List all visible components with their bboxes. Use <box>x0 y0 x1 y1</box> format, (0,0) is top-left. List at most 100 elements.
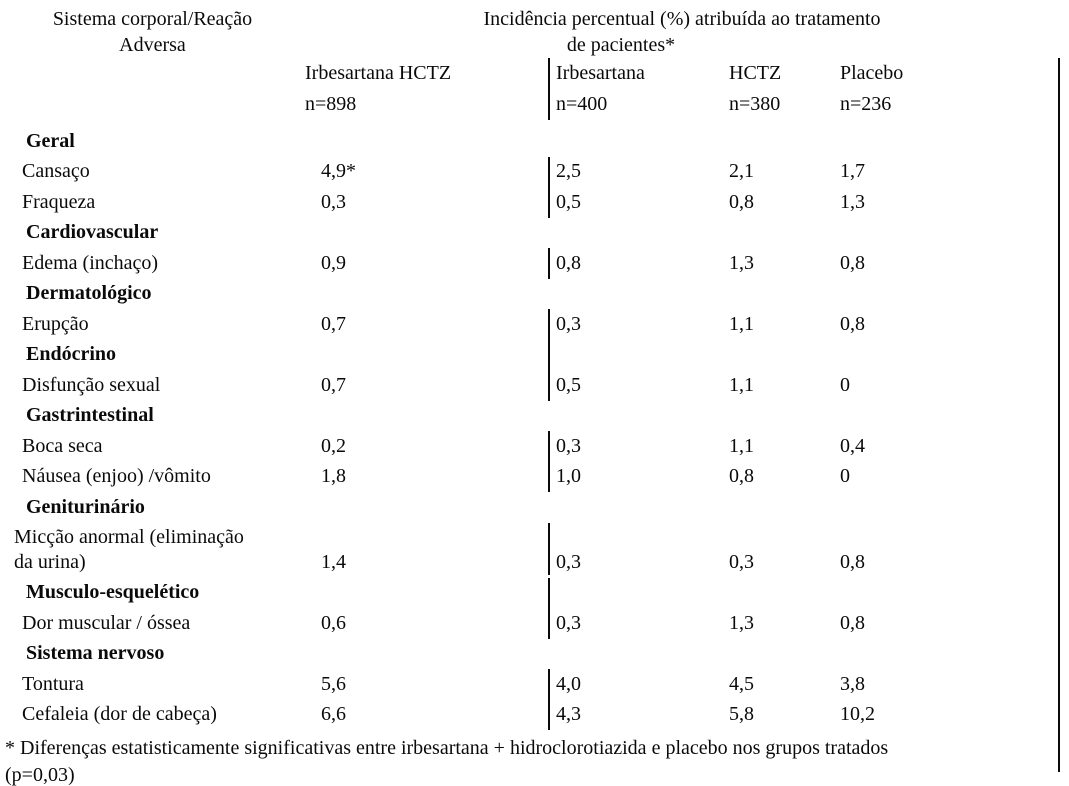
value-hctz: 5,8 <box>729 703 754 726</box>
value-irbesartana <box>548 218 727 249</box>
n-irbesartana-hctz: n=898 <box>305 92 357 115</box>
row-label: Dor muscular / óssea <box>22 611 191 634</box>
table-row: Erupção 0,7 0,3 1,1 0,8 <box>0 309 1069 340</box>
value-hctz: 0,3 <box>729 550 754 573</box>
row-label: Náusea (enjoo) /vômito <box>22 465 211 488</box>
value-hctz: 0,8 <box>729 465 754 488</box>
n-irbesartana: n=400 <box>548 88 727 120</box>
value-hctz: 2,1 <box>729 160 754 183</box>
row-header-column-title: Sistema corporal/Reação Adversa <box>52 8 253 56</box>
column-header-hctz: HCTZ <box>729 61 782 84</box>
value-irbesartana: 4,0 <box>548 669 727 700</box>
row-label: Micção anormal (eliminação da urina) <box>14 525 244 573</box>
value-irbesartana-hctz: 0,3 <box>321 190 346 213</box>
value-irbesartana-hctz: 0,9 <box>321 251 346 274</box>
value-irbesartana-hctz: 1,8 <box>321 465 346 488</box>
table-row: Disfunção sexual 0,7 0,5 1,1 0 <box>0 370 1069 401</box>
table-row: Cansaço 4,9* 2,5 2,1 1,7 <box>0 156 1069 187</box>
table-row: Boca seca 0,2 0,3 1,1 0,4 <box>0 431 1069 462</box>
table-header-title-row: Sistema corporal/Reação Adversa Incidênc… <box>0 0 1069 58</box>
value-irbesartana-hctz: 0,7 <box>321 312 346 335</box>
value-irbesartana-hctz: 0,6 <box>321 611 346 634</box>
value-irbesartana <box>548 401 727 432</box>
table-row: Dor muscular / óssea 0,6 0,3 1,3 0,8 <box>0 608 1069 639</box>
value-placebo: 0 <box>840 465 850 488</box>
value-irbesartana <box>548 492 727 523</box>
table-row: Sistema nervoso <box>0 639 1069 670</box>
column-header-irbesartana-hctz: Irbesartana HCTZ <box>305 61 452 84</box>
value-irbesartana-hctz: 0,2 <box>321 434 346 457</box>
value-hctz: 4,5 <box>729 672 754 695</box>
value-irbesartana-hctz: 4,9* <box>321 160 356 183</box>
table-row: Tontura 5,6 4,0 4,5 3,8 <box>0 669 1069 700</box>
value-irbesartana <box>548 339 727 370</box>
value-irbesartana-hctz: 1,4 <box>321 550 346 573</box>
column-header-irbesartana: Irbesartana <box>548 58 727 88</box>
treatment-column-header-row: Irbesartana HCTZ Irbesartana HCTZ Placeb… <box>0 58 1069 88</box>
table-row: Geniturinário <box>0 492 1069 523</box>
row-label: Tontura <box>22 672 84 695</box>
table-right-border-line <box>1058 58 1060 772</box>
n-placebo: n=236 <box>840 92 892 115</box>
value-irbesartana: 0,3 <box>548 608 727 639</box>
footnote: * Diferenças estatisticamente significat… <box>5 737 889 786</box>
incidence-span-title: Incidência percentual (%) atribuída ao t… <box>305 6 1059 58</box>
row-label: Geniturinário <box>26 495 145 518</box>
incidence-title-line2: de pacientes* <box>566 34 676 56</box>
row-label: Gastrintestinal <box>26 404 154 427</box>
value-hctz: 1,1 <box>729 312 754 335</box>
value-placebo: 1,7 <box>840 160 865 183</box>
table-row: Musculo-esquelético <box>0 577 1069 608</box>
row-label: Cansaço <box>22 160 90 183</box>
value-irbesartana-hctz: 6,6 <box>321 703 346 726</box>
table-row: Dermatológico <box>0 279 1069 310</box>
sample-size-row: n=898 n=400 n=380 n=236 <box>0 88 1069 120</box>
table-row: Gastrintestinal <box>0 401 1069 432</box>
value-hctz: 0,8 <box>729 190 754 213</box>
row-label: Erupção <box>22 312 89 335</box>
table-row: Edema (inchaço) 0,9 0,8 1,3 0,8 <box>0 248 1069 279</box>
column-header-placebo: Placebo <box>840 61 904 84</box>
value-placebo: 1,3 <box>840 190 865 213</box>
value-irbesartana: 0,5 <box>548 187 727 218</box>
row-label: Cefaleia (dor de cabeça) <box>22 703 217 726</box>
value-irbesartana <box>548 126 727 157</box>
value-placebo: 0,8 <box>840 611 865 634</box>
value-irbesartana <box>548 577 727 608</box>
value-irbesartana: 4,3 <box>548 699 727 730</box>
value-placebo: 0,8 <box>840 251 865 274</box>
row-label: Musculo-esquelético <box>26 581 200 604</box>
value-placebo: 3,8 <box>840 672 865 695</box>
row-label: Sistema nervoso <box>26 642 165 665</box>
value-placebo: 10,2 <box>840 703 875 726</box>
value-irbesartana: 0,8 <box>548 248 727 279</box>
value-irbesartana <box>548 279 727 310</box>
row-label: Dermatológico <box>26 282 152 305</box>
value-hctz: 1,3 <box>729 251 754 274</box>
table-row: Geral <box>0 126 1069 157</box>
value-placebo: 0,8 <box>840 550 865 573</box>
table-row: Endócrino <box>0 339 1069 370</box>
table-row: Micção anormal (eliminação da urina) 1,4… <box>0 522 1069 578</box>
row-label: Cardiovascular <box>26 221 159 244</box>
value-irbesartana-hctz: 0,7 <box>321 373 346 396</box>
value-placebo: 0 <box>840 373 850 396</box>
value-placebo: 0,8 <box>840 312 865 335</box>
value-irbesartana: 0,5 <box>548 370 727 401</box>
value-hctz: 1,3 <box>729 611 754 634</box>
value-irbesartana: 1,0 <box>548 461 727 492</box>
table-row: Fraqueza 0,3 0,5 0,8 1,3 <box>0 187 1069 218</box>
value-irbesartana: 0,3 <box>548 431 727 462</box>
table-row: Náusea (enjoo) /vômito 1,8 1,0 0,8 0 <box>0 461 1069 492</box>
value-irbesartana: 0,3 <box>548 522 727 575</box>
row-label: Edema (inchaço) <box>22 251 159 274</box>
value-irbesartana <box>548 639 727 670</box>
incidence-title-line1: Incidência percentual (%) atribuída ao t… <box>483 8 881 30</box>
row-label: Boca seca <box>22 434 103 457</box>
row-label: Endócrino <box>26 343 117 366</box>
value-placebo: 0,4 <box>840 434 865 457</box>
value-irbesartana-hctz: 5,6 <box>321 672 346 695</box>
value-hctz: 1,1 <box>729 373 754 396</box>
table-row: Cefaleia (dor de cabeça) 6,6 4,3 5,8 10,… <box>0 699 1069 730</box>
